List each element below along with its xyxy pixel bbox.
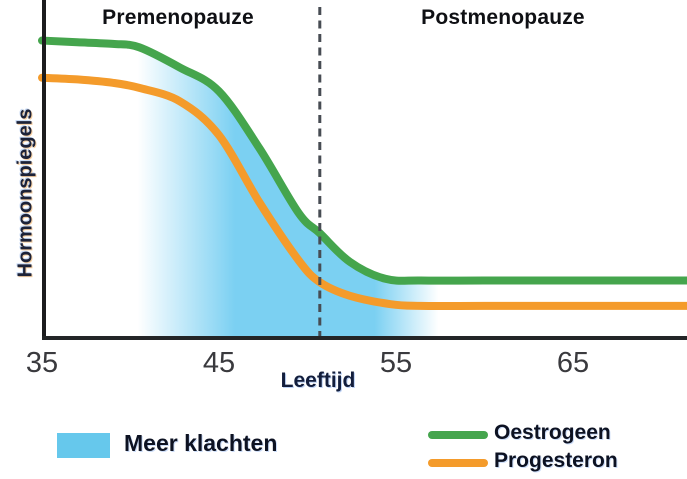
premenopauze-label: Premenopauze <box>102 6 254 29</box>
x-tick-label-55: 55 <box>379 347 413 379</box>
legend-oestrogeen: Oestrogeen <box>494 421 611 444</box>
oestrogeen-curve <box>38 36 687 285</box>
meer-klachten-band <box>137 40 439 338</box>
legend-progesteron: Progesteron <box>494 449 618 472</box>
legend-meer-klachten: Meer klachten <box>124 430 278 456</box>
meer-klachten-swatch <box>57 433 110 458</box>
x-axis-label: Leeftijd <box>280 369 356 392</box>
y-axis-label: Hormoonspiegels <box>14 108 37 278</box>
progesteron-swatch <box>428 459 488 467</box>
oestrogeen-swatch <box>428 431 488 439</box>
progesteron-curve <box>38 73 687 311</box>
x-tick-label-45: 45 <box>202 347 236 379</box>
x-tick-label-35: 35 <box>25 347 59 379</box>
hormone-chart <box>38 0 687 340</box>
x-tick-label-65: 65 <box>556 347 590 379</box>
postmenopauze-label: Postmenopauze <box>421 6 585 29</box>
